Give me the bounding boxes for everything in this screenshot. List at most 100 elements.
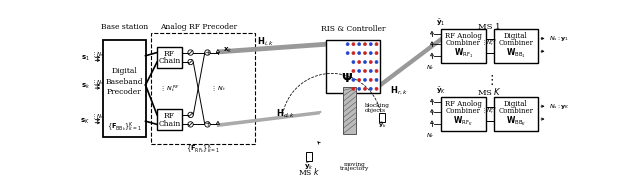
Circle shape <box>352 60 355 64</box>
Circle shape <box>369 69 372 73</box>
Text: $\mathbf{W}_{\mathrm{BB}_1}$: $\mathbf{W}_{\mathrm{BB}_1}$ <box>506 46 526 60</box>
Circle shape <box>364 52 367 55</box>
Circle shape <box>364 69 367 73</box>
Text: MS $k$: MS $k$ <box>298 166 320 177</box>
Text: $\vdots\; N_t^{\mathrm{RF}}$: $\vdots\; N_t^{\mathrm{RF}}$ <box>159 83 179 94</box>
Circle shape <box>205 50 210 55</box>
Circle shape <box>358 78 361 82</box>
Text: $\mathbf{x}_k$: $\mathbf{x}_k$ <box>223 46 233 55</box>
Circle shape <box>358 87 361 90</box>
Bar <box>493 97 538 131</box>
Circle shape <box>369 78 372 82</box>
Text: $N_r$: $N_r$ <box>426 131 435 139</box>
Text: $\mathbf{H}_{d,k}$: $\mathbf{H}_{d,k}$ <box>276 107 295 120</box>
Text: $\{\mathbf{F}_{\mathrm{BB}_k}\}_{k=1}^K$: $\{\mathbf{F}_{\mathrm{BB}_k}\}_{k=1}^K$ <box>107 121 141 134</box>
Text: $N_r$: $N_r$ <box>426 63 435 72</box>
Text: $\mathbf{s}_K$: $\mathbf{s}_K$ <box>80 117 90 126</box>
Text: Combiner: Combiner <box>446 107 481 115</box>
Text: $\mathbf{W}_{\mathrm{RF}_K}$: $\mathbf{W}_{\mathrm{RF}_K}$ <box>454 114 474 128</box>
Text: Digital: Digital <box>504 32 528 40</box>
Bar <box>493 29 538 63</box>
Bar <box>344 87 356 134</box>
Text: Chain: Chain <box>158 57 180 65</box>
Text: $\mathbf{s}_k$: $\mathbf{s}_k$ <box>81 82 90 91</box>
Text: objects: objects <box>365 108 386 113</box>
Text: RF: RF <box>164 50 175 58</box>
Bar <box>326 40 380 93</box>
Text: Precoder: Precoder <box>107 88 141 96</box>
Bar <box>306 152 312 161</box>
Circle shape <box>364 78 367 82</box>
Circle shape <box>375 69 378 73</box>
Text: $\vdots N_s$: $\vdots N_s$ <box>91 50 104 59</box>
Text: $\mathbf{H}_{i,k}$: $\mathbf{H}_{i,k}$ <box>257 36 275 48</box>
Text: $\mathbf{\Psi}$: $\mathbf{\Psi}$ <box>341 72 353 85</box>
Bar <box>379 113 385 121</box>
Text: RF: RF <box>164 112 175 121</box>
Bar <box>157 46 182 68</box>
Circle shape <box>375 87 378 90</box>
Text: RIS & Controller: RIS & Controller <box>321 25 386 33</box>
Circle shape <box>352 43 355 46</box>
Text: Digital: Digital <box>504 100 528 108</box>
Text: Analog RF Precoder: Analog RF Precoder <box>161 23 237 31</box>
Text: $\mathbf{W}_{\mathrm{RF}_1}$: $\mathbf{W}_{\mathrm{RF}_1}$ <box>454 46 473 60</box>
Circle shape <box>364 60 367 64</box>
Circle shape <box>352 78 355 82</box>
Circle shape <box>369 60 372 64</box>
Text: Combiner: Combiner <box>499 39 533 47</box>
Text: $\vdots N_r^{\mathrm{RF}}$: $\vdots N_r^{\mathrm{RF}}$ <box>481 37 498 48</box>
Text: Combiner: Combiner <box>446 39 481 47</box>
Circle shape <box>358 69 361 73</box>
Text: Digital: Digital <box>111 67 137 75</box>
Circle shape <box>358 52 361 55</box>
Circle shape <box>346 52 349 55</box>
Text: moving: moving <box>344 162 366 167</box>
Circle shape <box>352 87 355 90</box>
Circle shape <box>364 43 367 46</box>
Text: $\vdots N_s$: $\vdots N_s$ <box>91 113 104 121</box>
Circle shape <box>352 52 355 55</box>
Circle shape <box>205 122 210 127</box>
Text: +: + <box>204 120 211 128</box>
Text: $\{\mathbf{F}_{\mathrm{RF}_k}\}_{k=1}^K$: $\{\mathbf{F}_{\mathrm{RF}_k}\}_{k=1}^K$ <box>186 142 220 156</box>
Text: MS 1: MS 1 <box>479 23 501 31</box>
Text: $\mathbf{W}_{\mathrm{BB}_K}$: $\mathbf{W}_{\mathrm{BB}_K}$ <box>506 114 526 128</box>
Text: $\mathbf{H}_{r,k}$: $\mathbf{H}_{r,k}$ <box>390 85 408 97</box>
Text: RF Anolog: RF Anolog <box>445 100 482 108</box>
Text: $\bar{\mathbf{y}}_k$: $\bar{\mathbf{y}}_k$ <box>304 161 314 172</box>
Text: $\vdots N_r^{\mathrm{RF}}$: $\vdots N_r^{\mathrm{RF}}$ <box>481 105 498 116</box>
Bar <box>157 109 182 130</box>
Circle shape <box>364 87 367 90</box>
Text: RF Anolog: RF Anolog <box>445 32 482 40</box>
Bar <box>103 40 145 136</box>
Text: $N_s{:}\mathbf{y}_1$: $N_s{:}\mathbf{y}_1$ <box>549 34 569 43</box>
Bar <box>441 97 486 131</box>
Text: $\vdots$: $\vdots$ <box>485 73 494 87</box>
Text: $\vdots\; N_t$: $\vdots\; N_t$ <box>210 84 226 93</box>
Text: $\bar{\mathbf{y}}_k$: $\bar{\mathbf{y}}_k$ <box>378 121 387 130</box>
Text: Combiner: Combiner <box>499 107 533 115</box>
Bar <box>441 29 486 63</box>
Text: $\bar{\mathbf{y}}_K$: $\bar{\mathbf{y}}_K$ <box>436 85 446 96</box>
Circle shape <box>375 43 378 46</box>
Text: Base station: Base station <box>100 23 148 31</box>
Circle shape <box>346 43 349 46</box>
Circle shape <box>352 69 355 73</box>
Text: $\bar{\mathbf{y}}_1$: $\bar{\mathbf{y}}_1$ <box>436 17 445 28</box>
Circle shape <box>358 43 361 46</box>
Circle shape <box>369 52 372 55</box>
Text: $\vdots N_s$: $\vdots N_s$ <box>91 78 104 87</box>
Circle shape <box>358 60 361 64</box>
Text: +: + <box>204 49 211 57</box>
Text: $\mathbf{s}_1$: $\mathbf{s}_1$ <box>81 54 90 63</box>
Text: Chain: Chain <box>158 120 180 128</box>
Text: trajectory: trajectory <box>340 166 370 171</box>
Circle shape <box>375 78 378 82</box>
Text: Baseband: Baseband <box>106 78 143 86</box>
Circle shape <box>369 87 372 90</box>
Text: $N_s{:}\mathbf{y}_K$: $N_s{:}\mathbf{y}_K$ <box>549 102 570 111</box>
Text: MS $K$: MS $K$ <box>477 86 502 97</box>
Circle shape <box>369 43 372 46</box>
Circle shape <box>375 60 378 64</box>
